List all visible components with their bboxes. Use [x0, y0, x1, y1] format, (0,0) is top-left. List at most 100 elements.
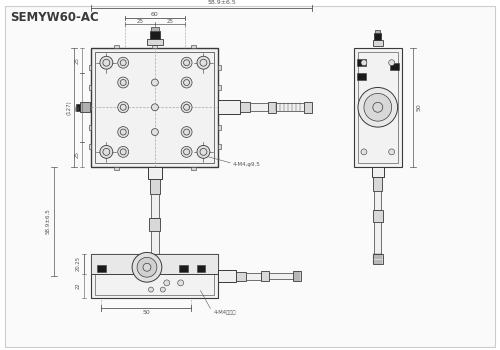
Bar	[357, 59, 366, 66]
Bar	[178, 265, 188, 272]
Bar	[88, 65, 92, 70]
Bar	[114, 167, 118, 170]
Text: 25: 25	[136, 19, 143, 23]
Bar	[92, 48, 218, 167]
Text: 20.25: 20.25	[76, 256, 81, 271]
Circle shape	[152, 79, 158, 86]
Bar	[147, 39, 163, 45]
Bar	[372, 167, 384, 177]
Bar	[358, 52, 398, 163]
Circle shape	[181, 102, 192, 113]
Circle shape	[118, 127, 128, 138]
Text: 25: 25	[75, 151, 80, 158]
Bar	[152, 167, 158, 170]
Bar	[191, 45, 196, 48]
Text: 22: 22	[76, 283, 81, 289]
Bar	[376, 30, 380, 33]
Bar	[250, 103, 268, 111]
Bar	[218, 85, 222, 90]
Circle shape	[137, 257, 157, 277]
Bar	[150, 266, 160, 276]
Circle shape	[148, 287, 154, 292]
Circle shape	[181, 77, 192, 88]
Text: 25: 25	[166, 19, 173, 23]
Bar	[276, 103, 306, 111]
Circle shape	[132, 252, 162, 282]
Bar	[374, 33, 382, 40]
Bar	[269, 273, 293, 279]
Bar	[268, 102, 276, 113]
Bar	[261, 271, 269, 281]
Bar	[92, 254, 218, 274]
Bar	[218, 270, 236, 282]
Text: 80: 80	[75, 104, 80, 111]
Text: (127): (127)	[66, 100, 71, 115]
Text: 4-M4,φ9.5: 4-M4,φ9.5	[233, 162, 261, 167]
Circle shape	[118, 77, 128, 88]
Circle shape	[364, 93, 392, 121]
Bar	[148, 167, 162, 178]
Circle shape	[388, 149, 394, 155]
Bar	[374, 222, 382, 254]
Bar	[304, 102, 312, 113]
Circle shape	[361, 149, 367, 155]
Circle shape	[143, 263, 151, 271]
Bar	[150, 31, 160, 39]
Bar	[151, 27, 159, 31]
Bar	[373, 254, 382, 264]
Bar	[196, 265, 205, 272]
Circle shape	[197, 146, 210, 158]
Bar	[88, 105, 92, 110]
Bar	[354, 48, 402, 167]
Bar	[151, 231, 159, 266]
Circle shape	[181, 127, 192, 138]
Bar	[373, 210, 382, 222]
Bar	[88, 85, 92, 90]
Circle shape	[160, 287, 166, 292]
Circle shape	[373, 102, 382, 112]
Bar	[98, 265, 106, 272]
Text: 25: 25	[75, 57, 80, 64]
Circle shape	[100, 56, 113, 69]
Text: 58.9±6.5: 58.9±6.5	[208, 0, 236, 5]
Circle shape	[361, 60, 367, 66]
Text: 4-M4内六角: 4-M4内六角	[214, 310, 236, 315]
Bar	[191, 167, 196, 170]
Bar	[218, 100, 240, 114]
Bar	[357, 72, 366, 79]
Bar	[374, 177, 382, 190]
Bar	[96, 52, 214, 163]
Circle shape	[118, 57, 128, 68]
Circle shape	[100, 146, 113, 158]
Bar	[76, 104, 80, 111]
Bar	[80, 102, 90, 112]
Circle shape	[164, 280, 170, 286]
Text: 50: 50	[142, 310, 150, 315]
Bar	[96, 258, 214, 294]
Circle shape	[178, 280, 184, 286]
Circle shape	[197, 56, 210, 69]
Circle shape	[181, 57, 192, 68]
Bar	[150, 178, 160, 195]
Bar	[374, 190, 382, 210]
Bar	[292, 271, 300, 281]
Bar	[92, 254, 218, 299]
Text: 58.9±6.5: 58.9±6.5	[46, 208, 51, 234]
Bar	[151, 195, 159, 218]
Bar	[240, 102, 250, 112]
Bar	[218, 125, 222, 130]
Bar	[236, 272, 246, 281]
Text: SEMYW60-AC: SEMYW60-AC	[10, 11, 99, 24]
Circle shape	[152, 104, 158, 111]
Circle shape	[118, 146, 128, 157]
Text: 50: 50	[417, 103, 422, 111]
Text: 60: 60	[151, 12, 159, 17]
Circle shape	[358, 88, 398, 127]
Bar	[88, 125, 92, 130]
Circle shape	[181, 146, 192, 157]
Circle shape	[118, 102, 128, 113]
Bar	[218, 105, 222, 110]
Bar	[373, 40, 382, 46]
Circle shape	[388, 60, 394, 66]
Bar	[246, 273, 261, 280]
